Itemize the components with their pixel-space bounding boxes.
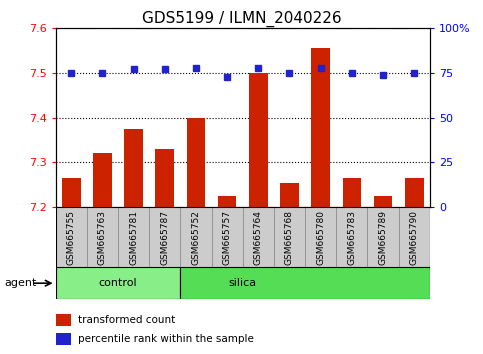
Bar: [242, 207, 274, 267]
Bar: [149, 207, 180, 267]
Bar: [87, 207, 118, 267]
Bar: [62, 178, 81, 207]
Bar: [56, 314, 71, 326]
Bar: [405, 178, 424, 207]
Text: GDS5199 / ILMN_2040226: GDS5199 / ILMN_2040226: [142, 11, 341, 27]
Bar: [305, 207, 336, 267]
Bar: [249, 73, 268, 207]
Text: GSM665790: GSM665790: [410, 210, 419, 265]
Text: GSM665757: GSM665757: [223, 210, 232, 265]
Bar: [368, 207, 398, 267]
Bar: [186, 118, 205, 207]
Text: GSM665783: GSM665783: [347, 210, 356, 265]
Text: control: control: [99, 278, 137, 288]
Bar: [56, 267, 180, 299]
Bar: [280, 183, 299, 207]
Bar: [218, 196, 237, 207]
Text: GSM665763: GSM665763: [98, 210, 107, 265]
Bar: [374, 196, 392, 207]
Bar: [93, 154, 112, 207]
Bar: [342, 178, 361, 207]
Bar: [56, 207, 87, 267]
Bar: [180, 267, 430, 299]
Bar: [156, 149, 174, 207]
Bar: [398, 207, 430, 267]
Bar: [180, 207, 212, 267]
Text: GSM665764: GSM665764: [254, 210, 263, 265]
Text: percentile rank within the sample: percentile rank within the sample: [78, 334, 254, 344]
Bar: [312, 48, 330, 207]
Text: GSM665755: GSM665755: [67, 210, 76, 265]
Bar: [118, 207, 149, 267]
Text: GSM665780: GSM665780: [316, 210, 325, 265]
Text: GSM665787: GSM665787: [160, 210, 169, 265]
Text: agent: agent: [5, 278, 37, 288]
Text: GSM665752: GSM665752: [191, 210, 200, 265]
Text: silica: silica: [228, 278, 257, 288]
Text: GSM665768: GSM665768: [285, 210, 294, 265]
Text: GSM665789: GSM665789: [379, 210, 387, 265]
Bar: [274, 207, 305, 267]
Text: transformed count: transformed count: [78, 315, 175, 325]
Text: GSM665781: GSM665781: [129, 210, 138, 265]
Bar: [336, 207, 368, 267]
Bar: [124, 129, 143, 207]
Bar: [212, 207, 242, 267]
Bar: [56, 333, 71, 345]
